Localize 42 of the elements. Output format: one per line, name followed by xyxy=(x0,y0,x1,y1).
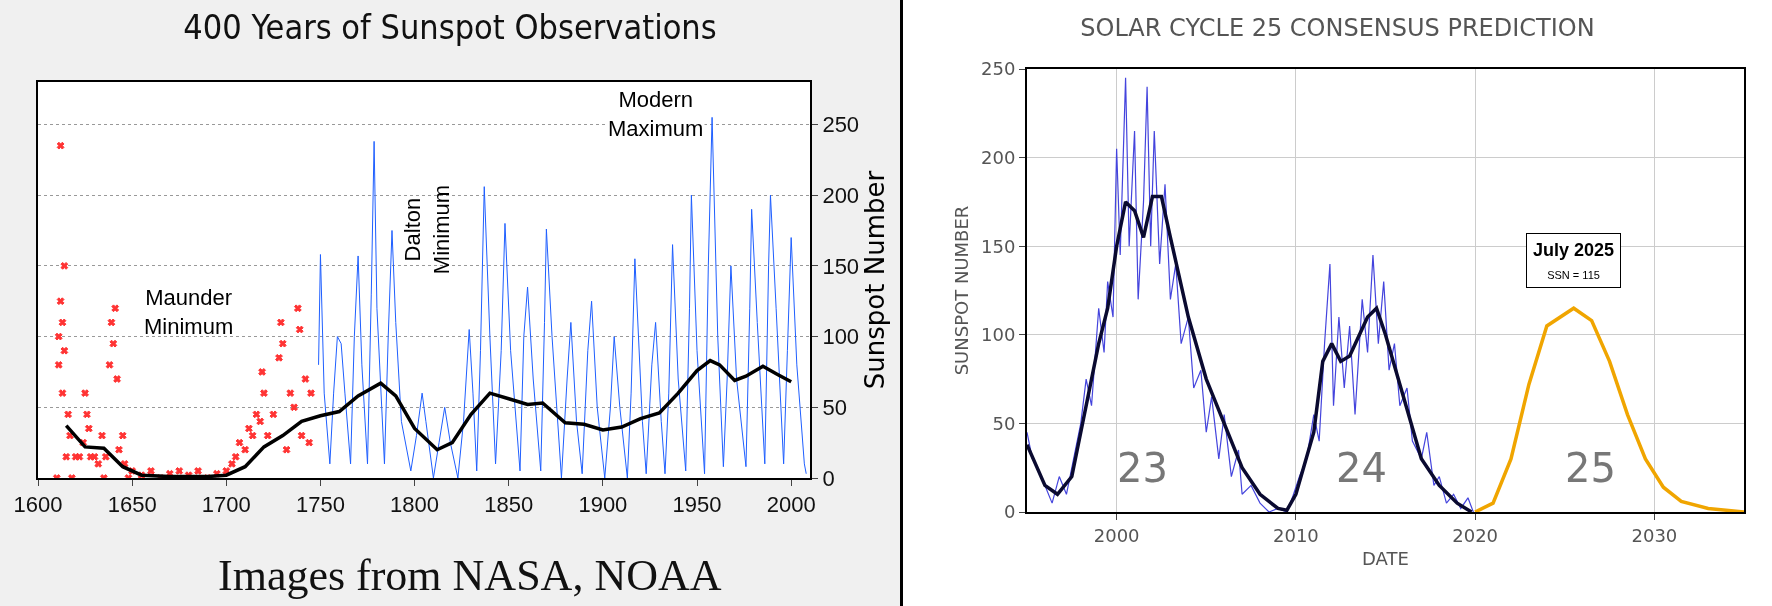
annotation: Maunder Minimum xyxy=(144,285,234,339)
x-tick-label: 1900 xyxy=(578,492,628,518)
x-tick-label: 1600 xyxy=(13,492,63,518)
chart-title: SOLAR CYCLE 25 CONSENSUS PREDICTION xyxy=(1080,13,1595,42)
x-tick-label: 2010 xyxy=(1272,524,1319,546)
y-tick-label: 50 xyxy=(822,394,847,420)
line-series xyxy=(1473,306,1744,512)
y-tick-label: 100 xyxy=(822,324,860,350)
x-tick-label: 1750 xyxy=(295,492,345,518)
x-tick-label: 1950 xyxy=(672,492,722,518)
y-axis-title: SUNSPOT NUMBER xyxy=(950,205,972,376)
y-tick-label: 200 xyxy=(822,182,860,208)
annotation: 25 xyxy=(1565,445,1616,491)
y-tick-label: 50 xyxy=(992,412,1016,434)
annotation: 23 xyxy=(1117,445,1168,491)
x-tick-label: 2000 xyxy=(1093,524,1140,546)
y-tick-label: 250 xyxy=(822,112,860,138)
line-series xyxy=(318,116,807,478)
y-tick-label: 100 xyxy=(981,324,1016,346)
y-tick-label: 0 xyxy=(1003,501,1016,523)
annotation: Modern Maximum xyxy=(608,87,704,141)
x-tick-label: 1850 xyxy=(484,492,534,518)
x-axis-title: DATE xyxy=(1362,548,1409,570)
annotation: Dalton Minimum xyxy=(399,184,454,275)
x-tick-label: 1650 xyxy=(107,492,157,518)
y-tick-label: 150 xyxy=(981,235,1016,257)
x-tick-label: 1700 xyxy=(201,492,251,518)
x-tick-label: 2000 xyxy=(766,492,816,518)
x-tick-label: 1800 xyxy=(390,492,440,518)
x-tick-label: 2030 xyxy=(1631,524,1678,546)
y-tick-label: 150 xyxy=(822,253,860,279)
line-series xyxy=(1027,77,1474,512)
chart-title: 400 Years of Sunspot Observations xyxy=(183,7,717,48)
y-tick-label: 0 xyxy=(822,465,835,491)
x-tick-label: 2020 xyxy=(1452,524,1499,546)
annotation: July 2025 SSN = 115 xyxy=(1533,240,1615,282)
line-series xyxy=(1027,194,1474,512)
y-axis-title: Sunspot Number xyxy=(860,170,891,390)
text: Images from NASA, NOAA xyxy=(218,551,722,600)
annotation: 24 xyxy=(1336,445,1387,491)
y-tick-label: 200 xyxy=(981,146,1016,168)
y-tick-label: 250 xyxy=(981,58,1016,80)
